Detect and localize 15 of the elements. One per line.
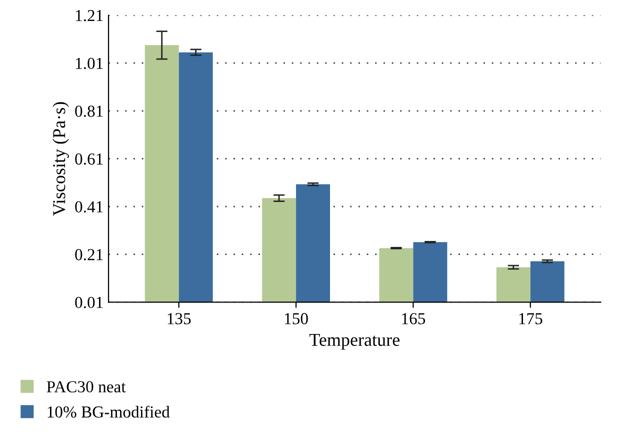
y-tick-label: 0.81 [75,106,103,117]
y-tick-label: 0.61 [75,153,103,165]
y-tick-label: 1.01 [76,58,103,70]
y-axis-title: Viscosity (Pa·s) [52,102,69,216]
x-tick-label: 175 [519,313,542,324]
y-tick-label: 0.01 [75,296,103,308]
x-axis-title: Temperature [309,334,400,350]
x-tick-label: 165 [402,313,426,324]
y-tick-label: 1.21 [76,10,103,22]
x-tick-label: 135 [168,313,191,324]
legend-label: PAC30 neat [46,381,126,392]
x-tick-label: 150 [284,313,308,324]
legend-label: 10% BG-modified [48,406,170,418]
y-tick-label: 0.21 [75,249,103,260]
y-tick-label: 0.41 [75,201,103,213]
